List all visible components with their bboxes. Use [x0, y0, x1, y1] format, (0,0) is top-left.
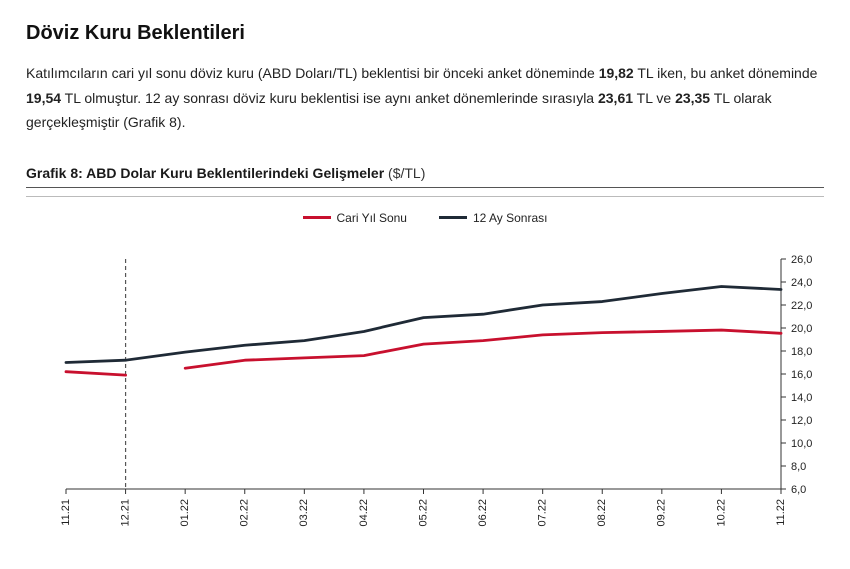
para-text-3: TL olmuştur. 12 ay sonrası döviz kuru be…	[61, 90, 598, 106]
svg-text:05.22: 05.22	[417, 499, 429, 527]
legend-swatch-12ay	[439, 216, 467, 219]
legend-label-12ay: 12 Ay Sonrası	[473, 211, 548, 225]
para-text-2: TL iken, bu anket döneminde	[634, 65, 818, 81]
svg-text:10,0: 10,0	[791, 438, 812, 450]
svg-text:12.21: 12.21	[119, 499, 131, 527]
intro-paragraph: Katılımcıların cari yıl sonu döviz kuru …	[26, 61, 824, 135]
svg-text:6,0: 6,0	[791, 484, 806, 496]
chart-area: 6,0 8,0 10,0 12,0 14,0 16,0 18,0 20,0 22,0 24,0 26…	[26, 229, 826, 559]
chart-title-bold: Grafik 8: ABD Dolar Kuru Beklentilerinde…	[26, 165, 384, 181]
legend-item-12ay: 12 Ay Sonrası	[439, 211, 548, 225]
svg-text:03.22: 03.22	[298, 499, 310, 527]
para-bold-2: 19,54	[26, 90, 61, 106]
chart-legend: Cari Yıl Sonu 12 Ay Sonrası	[26, 211, 824, 225]
chart-title-underbar	[26, 192, 824, 197]
page-title: Döviz Kuru Beklentileri	[26, 22, 824, 45]
chart-title-paren: ($/TL)	[384, 165, 425, 181]
svg-text:8,0: 8,0	[791, 461, 806, 473]
svg-text:07.22: 07.22	[537, 499, 549, 527]
svg-text:22,0: 22,0	[791, 300, 812, 312]
svg-text:06.22: 06.22	[477, 499, 489, 527]
svg-text:02.22: 02.22	[239, 499, 251, 527]
para-text-4: TL ve	[633, 90, 675, 106]
chart-title-row: Grafik 8: ABD Dolar Kuru Beklentilerinde…	[26, 159, 824, 188]
svg-text:24,0: 24,0	[791, 277, 812, 289]
para-bold-3: 23,61	[598, 90, 633, 106]
svg-text:08.22: 08.22	[596, 499, 608, 527]
para-text-1: Katılımcıların cari yıl sonu döviz kuru …	[26, 65, 599, 81]
svg-text:12,0: 12,0	[791, 415, 812, 427]
legend-label-cari: Cari Yıl Sonu	[337, 211, 407, 225]
svg-text:11.22: 11.22	[775, 499, 787, 526]
para-bold-1: 19,82	[599, 65, 634, 81]
svg-text:26,0: 26,0	[791, 254, 812, 266]
legend-swatch-cari	[303, 216, 331, 219]
svg-text:14,0: 14,0	[791, 392, 812, 404]
para-bold-4: 23,35	[675, 90, 710, 106]
svg-text:04.22: 04.22	[358, 499, 370, 527]
svg-text:11.21: 11.21	[60, 499, 72, 526]
svg-text:10.22: 10.22	[715, 499, 727, 527]
svg-text:01.22: 01.22	[179, 499, 191, 527]
svg-text:18,0: 18,0	[791, 346, 812, 358]
chart-svg: 6,0 8,0 10,0 12,0 14,0 16,0 18,0 20,0 22,0 24,0 26…	[26, 229, 826, 559]
svg-text:09.22: 09.22	[656, 499, 668, 527]
svg-text:20,0: 20,0	[791, 323, 812, 335]
svg-text:16,0: 16,0	[791, 369, 812, 381]
legend-item-cari: Cari Yıl Sonu	[303, 211, 407, 225]
